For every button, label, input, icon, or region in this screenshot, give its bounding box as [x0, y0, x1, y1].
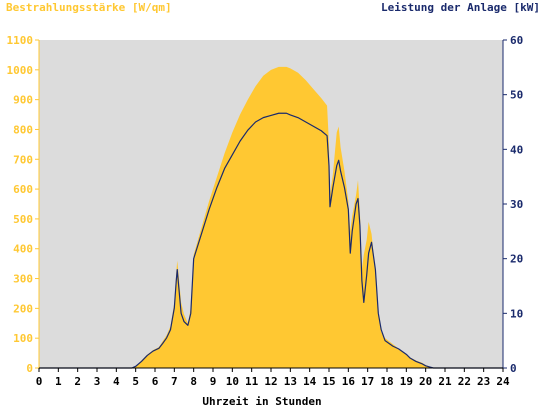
- x-tick-label: 0: [36, 375, 43, 388]
- x-tick-label: 15: [322, 375, 335, 388]
- x-tick-label: 3: [94, 375, 101, 388]
- right-axis-title: Leistung der Anlage [kW]: [381, 1, 540, 14]
- x-tick-label: 17: [361, 375, 374, 388]
- x-tick-label: 9: [210, 375, 217, 388]
- x-tick-label: 11: [245, 375, 259, 388]
- left-tick-label: 1000: [7, 64, 34, 77]
- x-tick-label: 4: [113, 375, 120, 388]
- right-tick-label: 0: [510, 362, 517, 375]
- x-tick-label: 7: [171, 375, 178, 388]
- left-tick-label: 500: [13, 213, 33, 226]
- x-tick-label: 12: [264, 375, 277, 388]
- left-tick-label: 1100: [7, 34, 34, 47]
- x-tick-label: 6: [152, 375, 159, 388]
- left-axis-title: Bestrahlungsstärke [W/qm]: [6, 1, 172, 14]
- x-axis-title: Uhrzeit in Stunden: [202, 395, 321, 408]
- x-tick-label: 5: [132, 375, 139, 388]
- left-tick-label: 0: [26, 362, 33, 375]
- right-tick-label: 60: [510, 34, 523, 47]
- left-tick-label: 800: [13, 123, 33, 136]
- axes-layer: 0100200300400500600700800900100011000102…: [7, 34, 524, 388]
- x-tick-label: 2: [74, 375, 81, 388]
- x-tick-label: 8: [190, 375, 197, 388]
- right-tick-label: 30: [510, 198, 523, 211]
- right-tick-label: 10: [510, 307, 523, 320]
- x-tick-label: 20: [419, 375, 432, 388]
- x-tick-label: 18: [380, 375, 393, 388]
- left-tick-label: 400: [13, 243, 33, 256]
- right-tick-label: 20: [510, 253, 523, 266]
- x-tick-label: 24: [496, 375, 510, 388]
- left-tick-label: 100: [13, 332, 33, 345]
- left-tick-label: 900: [13, 94, 33, 107]
- power-line: [39, 112, 503, 369]
- x-tick-label: 21: [438, 375, 452, 388]
- x-tick-label: 13: [284, 375, 297, 388]
- right-tick-label: 50: [510, 89, 523, 102]
- x-tick-label: 14: [303, 375, 317, 388]
- series-layer: [39, 66, 503, 369]
- x-tick-label: 10: [226, 375, 239, 388]
- left-tick-label: 700: [13, 153, 33, 166]
- x-tick-label: 23: [477, 375, 490, 388]
- left-tick-label: 200: [13, 302, 33, 315]
- x-tick-label: 16: [342, 375, 356, 388]
- x-tick-label: 1: [55, 375, 62, 388]
- irradiance-area: [39, 66, 503, 368]
- x-tick-label: 22: [458, 375, 471, 388]
- x-tick-label: 19: [400, 375, 413, 388]
- right-tick-label: 40: [510, 143, 523, 156]
- left-tick-label: 600: [13, 183, 33, 196]
- left-tick-label: 300: [13, 273, 33, 286]
